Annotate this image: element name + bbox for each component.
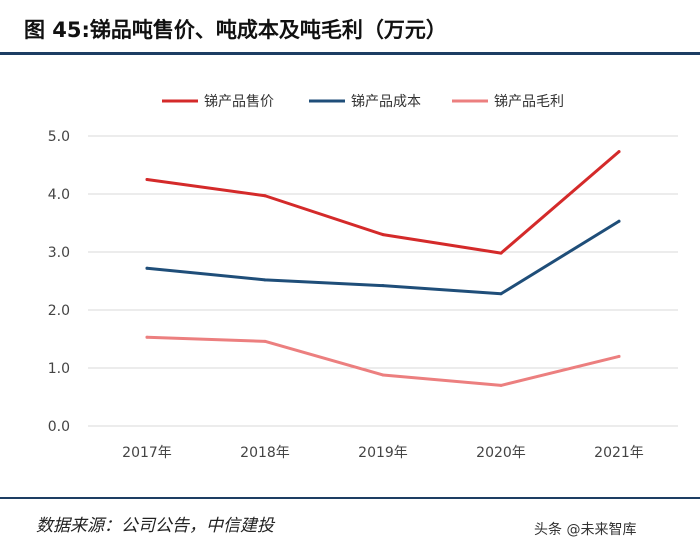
- data-point: [617, 150, 621, 154]
- x-tick-label: 2019年: [358, 445, 408, 461]
- y-tick-label: 3.0: [48, 245, 70, 261]
- data-point: [145, 335, 149, 339]
- data-point: [499, 383, 503, 387]
- data-point: [499, 292, 503, 296]
- gridlines: [88, 135, 678, 427]
- source-note: 数据来源：公司公告，中信建投: [36, 516, 274, 536]
- y-tick-label: 2.0: [48, 303, 70, 319]
- legend-label-1: 锑产品售价: [204, 94, 274, 110]
- data-point: [145, 178, 149, 181]
- data-point: [617, 354, 621, 358]
- y-axis-ticks: 0.0 1.0 2.0 3.0 4.0 5.0: [48, 129, 70, 435]
- series-line-2: [145, 219, 621, 296]
- data-point: [381, 284, 385, 288]
- watermark: 头条 @未来智库: [534, 522, 637, 538]
- chart-title: 图 45:锑品吨售价、吨成本及吨毛利（万元）: [24, 18, 447, 42]
- x-tick-label: 2017年: [122, 445, 172, 461]
- legend-label-3: 锑产品毛利: [494, 94, 564, 110]
- y-tick-label: 0.0: [48, 419, 70, 435]
- series-lines: [145, 150, 621, 387]
- y-tick-label: 4.0: [48, 187, 70, 203]
- x-tick-label: 2020年: [476, 445, 526, 461]
- series-line-3: [145, 335, 621, 387]
- data-point: [381, 373, 385, 377]
- title-rule: [0, 52, 700, 55]
- data-point: [381, 233, 385, 237]
- legend-label-2: 锑产品成本: [351, 94, 421, 110]
- data-point: [263, 194, 267, 198]
- x-tick-label: 2018年: [240, 445, 290, 461]
- series-line-1: [145, 150, 621, 255]
- y-tick-label: 5.0: [48, 129, 70, 145]
- y-tick-label: 1.0: [48, 361, 70, 377]
- data-point: [617, 219, 621, 223]
- data-point: [499, 251, 503, 255]
- data-point: [263, 339, 267, 343]
- x-tick-label: 2021年: [594, 445, 644, 461]
- data-point: [263, 278, 267, 282]
- data-point: [145, 266, 149, 270]
- footer-rule: [0, 497, 700, 499]
- x-axis-ticks: 2017年 2018年 2019年 2020年 2021年: [122, 445, 644, 461]
- legend: 锑产品售价 锑产品成本 锑产品毛利: [162, 94, 564, 110]
